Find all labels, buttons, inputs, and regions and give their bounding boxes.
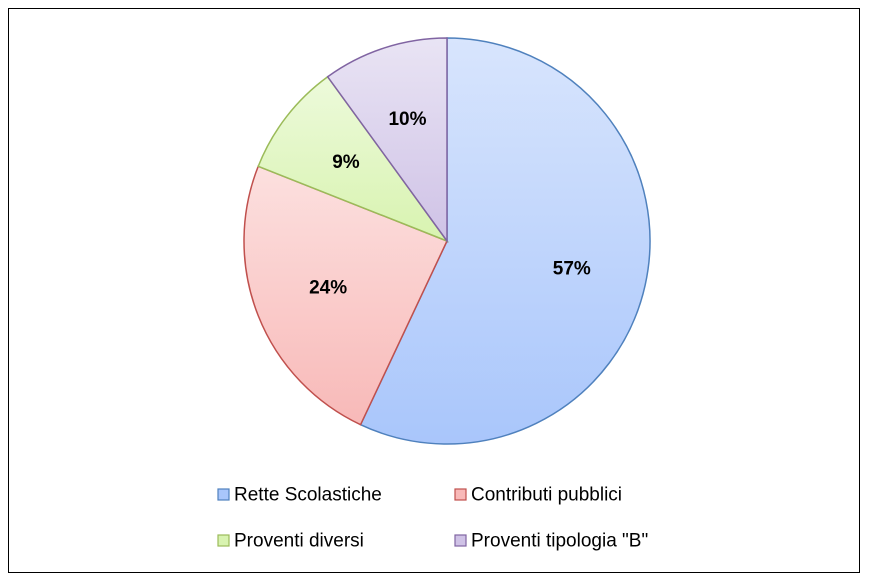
legend-swatch-3: [217, 534, 230, 547]
legend-swatch-4: [454, 534, 467, 547]
pie-slice-3: [257, 75, 450, 243]
pie-slice-label-4: 10%: [388, 109, 426, 130]
chart-legend: Rette Scolastiche Contributi pubblici Prov…: [217, 485, 648, 552]
pie-slice-label-1: 57%: [553, 258, 591, 279]
pie-slice-label-3: 9%: [332, 152, 360, 173]
pie-slice-2: [243, 165, 449, 426]
legend-label-1: Rette Scolastiche: [234, 485, 382, 506]
pie-slice-1: [359, 37, 651, 445]
pie-slice-label-2: 24%: [309, 278, 347, 299]
pie-slices: [243, 37, 651, 445]
legend-label-3: Proventi diversi: [234, 531, 364, 552]
legend-label-2: Contributi pubblici: [471, 485, 622, 506]
pie-slice-4: [326, 37, 448, 244]
legend-swatch-2: [454, 488, 467, 501]
pie-labels: 57% 24% 9% 10%: [309, 109, 591, 299]
legend-label-4: Proventi tipologia "B": [471, 531, 648, 552]
legend-swatch-1: [217, 488, 230, 501]
